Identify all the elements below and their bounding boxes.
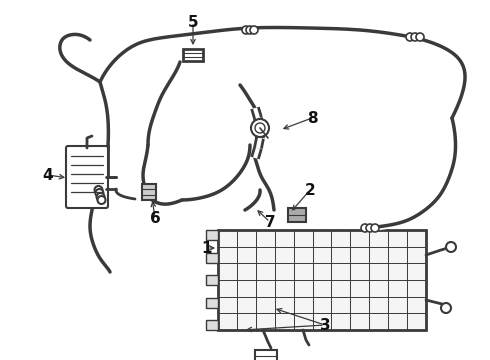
- Bar: [218, 230, 426, 330]
- Bar: [255, 350, 277, 360]
- Bar: [206, 297, 218, 307]
- Text: 1: 1: [202, 240, 212, 256]
- Bar: [288, 208, 306, 222]
- Circle shape: [416, 33, 424, 41]
- Text: 5: 5: [188, 14, 198, 30]
- Circle shape: [441, 303, 451, 313]
- Circle shape: [366, 224, 374, 232]
- Text: 4: 4: [43, 167, 53, 183]
- Text: 3: 3: [319, 318, 330, 333]
- Circle shape: [246, 26, 254, 34]
- Circle shape: [96, 189, 103, 197]
- Circle shape: [361, 224, 369, 232]
- Text: 2: 2: [305, 183, 316, 198]
- Bar: [183, 49, 203, 61]
- Circle shape: [98, 196, 105, 204]
- Circle shape: [371, 224, 379, 232]
- Circle shape: [446, 242, 456, 252]
- Circle shape: [97, 193, 104, 201]
- Circle shape: [411, 33, 419, 41]
- Circle shape: [251, 119, 269, 137]
- Circle shape: [242, 26, 250, 34]
- Circle shape: [406, 33, 414, 41]
- Text: 7: 7: [265, 215, 275, 230]
- Circle shape: [250, 26, 258, 34]
- Bar: [206, 320, 218, 330]
- FancyBboxPatch shape: [66, 146, 108, 208]
- Bar: [206, 275, 218, 285]
- Circle shape: [255, 123, 265, 133]
- Circle shape: [95, 186, 102, 194]
- Text: 6: 6: [149, 211, 160, 225]
- Text: 8: 8: [307, 111, 318, 126]
- Bar: [142, 184, 156, 200]
- Bar: [206, 230, 218, 240]
- Bar: [206, 252, 218, 262]
